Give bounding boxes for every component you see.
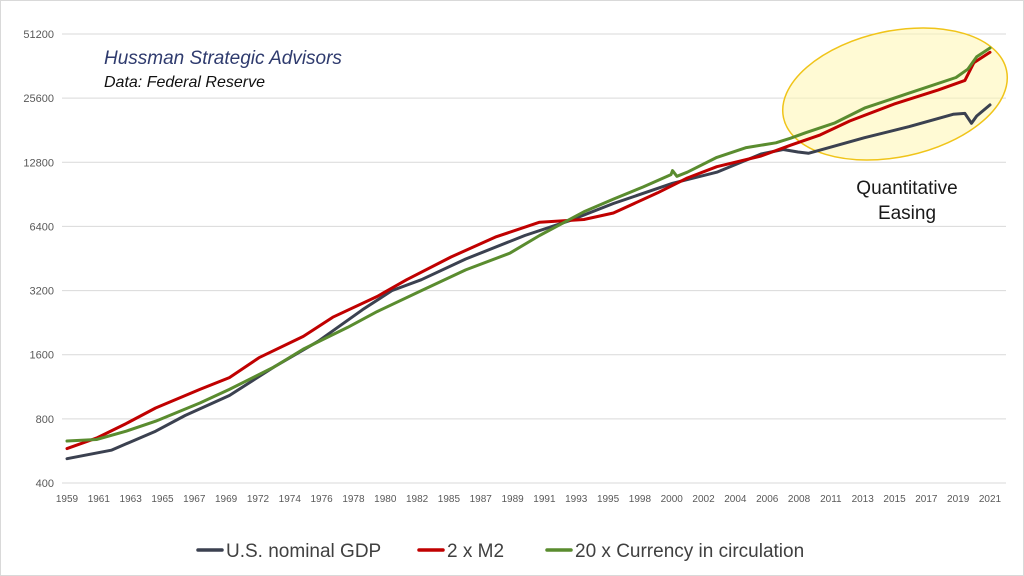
y-tick-label: 800	[36, 414, 54, 426]
legend-label: U.S. nominal GDP	[226, 541, 381, 562]
x-tick-label: 1963	[120, 494, 143, 505]
x-tick-label: 2019	[947, 494, 970, 505]
x-tick-label: 1995	[597, 494, 620, 505]
x-tick-label: 1982	[406, 494, 429, 505]
chart-subtitle: Data: Federal Reserve	[104, 74, 265, 91]
x-tick-label: 2000	[661, 494, 684, 505]
x-tick-label: 1972	[247, 494, 270, 505]
y-tick-label: 25600	[23, 93, 54, 105]
x-tick-label: 2021	[979, 494, 1002, 505]
x-tick-label: 1985	[438, 494, 461, 505]
legend-label: 2 x M2	[447, 541, 504, 562]
y-tick-label: 1600	[30, 350, 54, 362]
x-tick-label: 1987	[470, 494, 493, 505]
y-tick-label: 12800	[23, 157, 54, 169]
x-tick-label: 2002	[692, 494, 715, 505]
x-tick-label: 1998	[629, 494, 652, 505]
qe-annotation-line-2: Easing	[878, 203, 936, 224]
y-tick-label: 6400	[30, 221, 54, 233]
x-tick-label: 2013	[852, 494, 875, 505]
legend-label: 20 x Currency in circulation	[575, 541, 804, 562]
x-tick-label: 1989	[501, 494, 524, 505]
x-tick-label: 1969	[215, 494, 238, 505]
y-tick-label: 3200	[30, 286, 54, 298]
x-tick-label: 1961	[88, 494, 111, 505]
x-tick-label: 1959	[56, 494, 79, 505]
x-tick-label: 2011	[820, 494, 842, 505]
x-tick-label: 2006	[756, 494, 779, 505]
series-line-u-s-nominal-gdp	[65, 103, 992, 461]
x-tick-label: 1978	[342, 494, 365, 505]
chart-title: Hussman Strategic Advisors	[104, 48, 342, 69]
legend: U.S. nominal GDP 2 x M2 20 x Currency in c…	[196, 541, 804, 562]
series-line-2-x-m2	[65, 50, 992, 451]
x-tick-label: 2008	[788, 494, 811, 505]
y-axis-tick-labels: 400 800 1600 3200 6400 12800 25600 51200	[23, 29, 54, 490]
gridlines	[62, 33, 1006, 484]
x-tick-label: 1976	[310, 494, 333, 505]
series-line-20-x-currency-in-circulation	[65, 46, 992, 443]
x-tick-label: 1965	[151, 494, 174, 505]
x-axis-tick-labels: 1959 1961 1963 1965 1967 1969 1972 1974 1976 1978…	[56, 494, 1002, 505]
x-tick-label: 1974	[279, 494, 302, 505]
y-tick-label: 400	[36, 478, 54, 490]
x-tick-label: 2015	[883, 494, 906, 505]
x-tick-label: 1991	[533, 494, 556, 505]
qe-annotation-line-1: Quantitative	[856, 178, 957, 199]
series-lines	[65, 46, 992, 461]
y-tick-label: 51200	[23, 29, 54, 41]
x-tick-label: 1993	[565, 494, 588, 505]
x-tick-label: 2004	[724, 494, 747, 505]
x-tick-label: 1967	[183, 494, 206, 505]
x-tick-label: 1980	[374, 494, 397, 505]
x-tick-label: 2017	[915, 494, 938, 505]
